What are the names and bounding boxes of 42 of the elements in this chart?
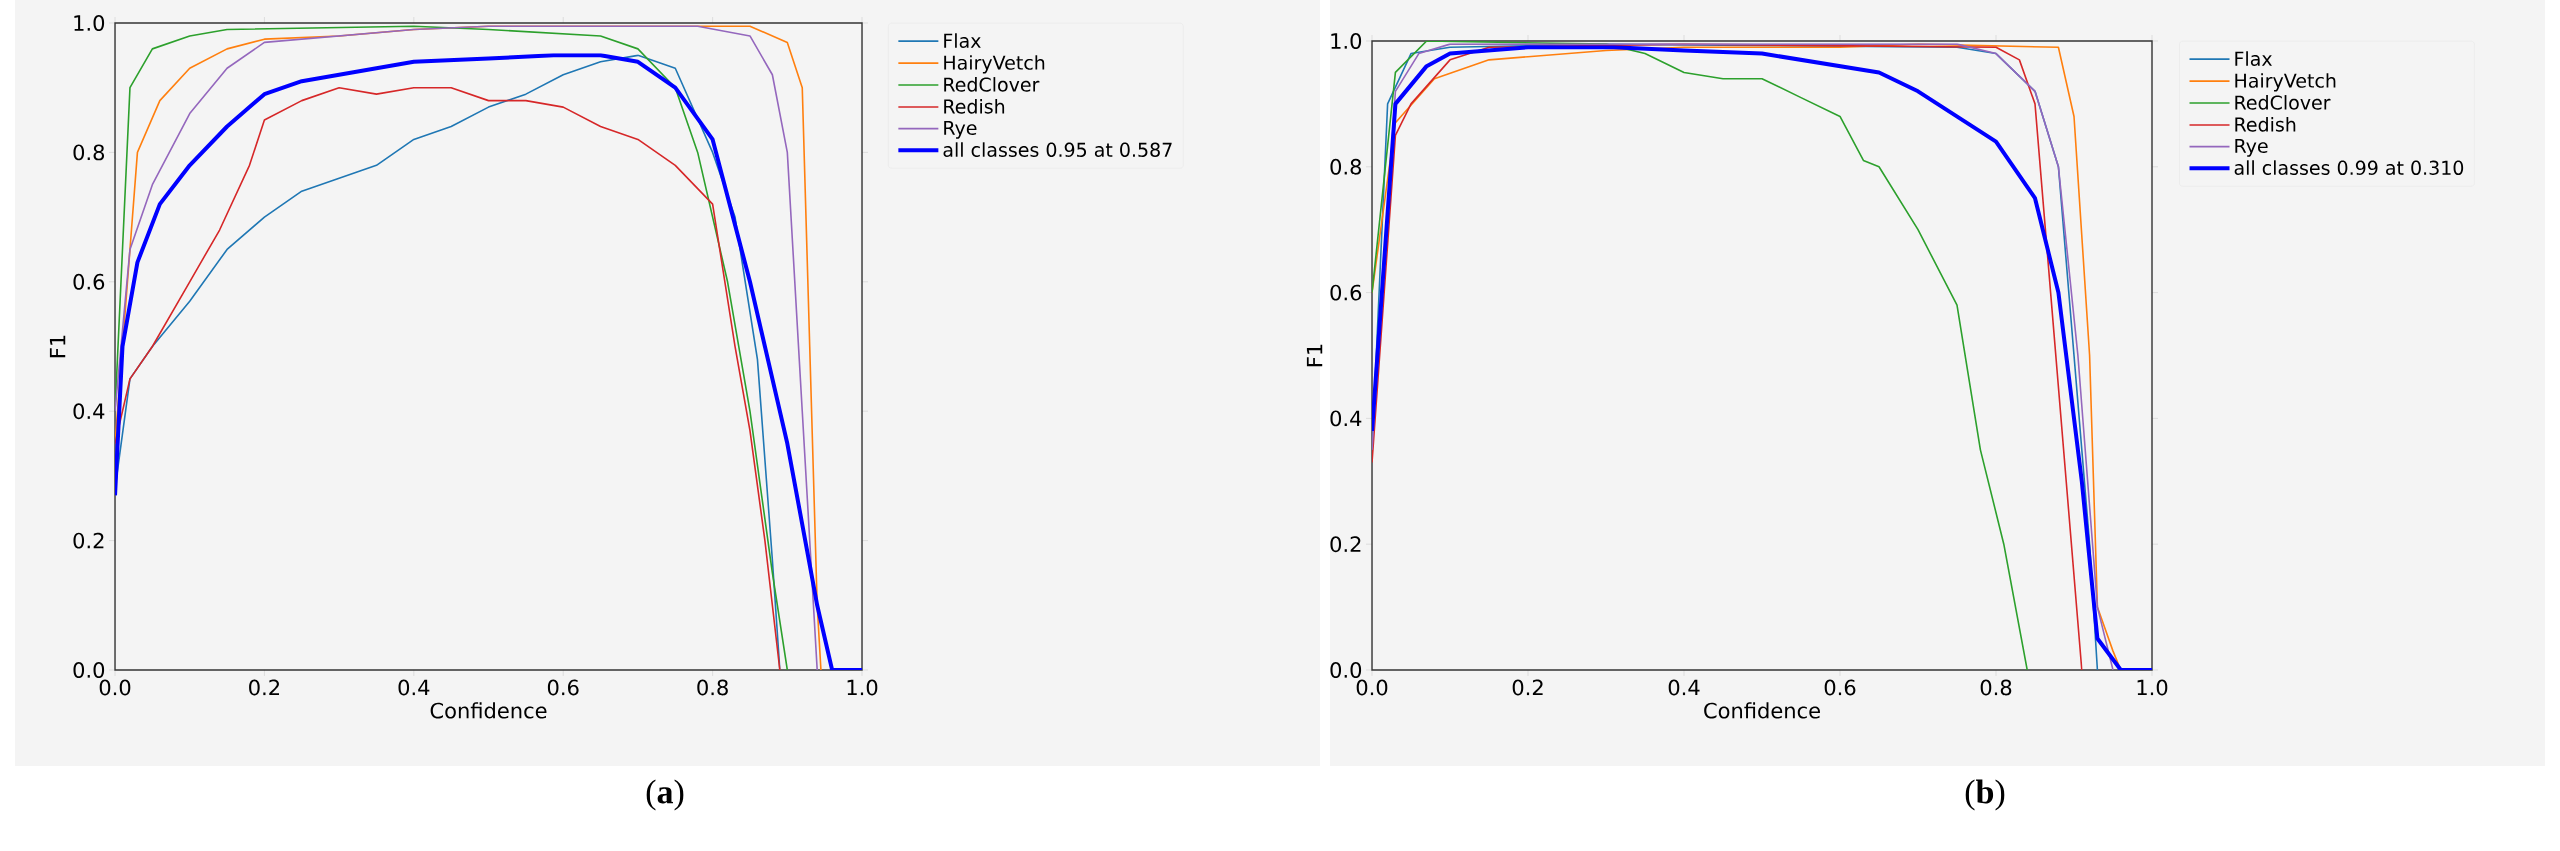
y-tick-label: 0.8: [73, 144, 105, 161]
y-tick-label: 0.6: [1330, 284, 1362, 301]
legend-label: RedClover: [2235, 95, 2331, 110]
x-tick-label: 0.2: [1512, 679, 1543, 696]
legend-label: Rye: [2235, 138, 2268, 157]
legend-label: Redish: [944, 99, 1005, 114]
legend-label: HairyVetch: [2235, 73, 2336, 92]
legend-label: all classes 0.99 at 0.310: [2234, 160, 2464, 175]
y-tick-label: 0.6: [73, 273, 105, 290]
y-tick-label: 0.0: [1330, 662, 1362, 678]
y-tick-label: 0.4: [73, 403, 105, 420]
legend-label: Flax: [2235, 51, 2272, 66]
x-tick-label: 0.4: [1668, 679, 1700, 696]
y-tick-label: 0.2: [73, 532, 104, 549]
legend-label: all classes 0.95 at 0.587: [943, 142, 1172, 157]
x-tick-label: 0.6: [1824, 679, 1856, 696]
x-tick-label: 1.0: [2137, 679, 2168, 696]
legend-label: RedClover: [944, 77, 1040, 92]
legend-label: Flax: [944, 33, 981, 48]
y-tick-label: 0.2: [1330, 536, 1361, 553]
text: (a): [646, 779, 684, 811]
y-tick-label: 0.0: [73, 662, 105, 678]
x-tick-label: 0.0: [99, 679, 131, 696]
y-tick-label: 1.0: [1331, 33, 1362, 49]
y-axis-title: F1: [49, 335, 66, 358]
x-tick-label: 0.4: [398, 679, 430, 696]
x-tick-label: 0.6: [547, 679, 579, 696]
x-tick-label: 1.0: [847, 679, 878, 696]
x-axis-title: Confidence: [1704, 702, 1820, 719]
legend-label: Redish: [2235, 117, 2296, 132]
x-axis-title: Confidence: [430, 702, 547, 719]
x-tick-label: 0.2: [249, 679, 280, 696]
legend-label: Rye: [944, 120, 977, 139]
text: (b): [1965, 779, 2005, 811]
y-tick-label: 1.0: [74, 15, 105, 31]
y-tick-label: 0.4: [1330, 410, 1362, 427]
y-axis-title: F1: [1306, 344, 1323, 367]
legend-label: HairyVetch: [944, 55, 1045, 74]
y-tick-label: 0.8: [1330, 158, 1362, 175]
x-tick-label: 0.8: [1980, 679, 2012, 696]
x-tick-label: 0.0: [1356, 679, 1388, 696]
x-tick-label: 0.8: [697, 679, 728, 696]
